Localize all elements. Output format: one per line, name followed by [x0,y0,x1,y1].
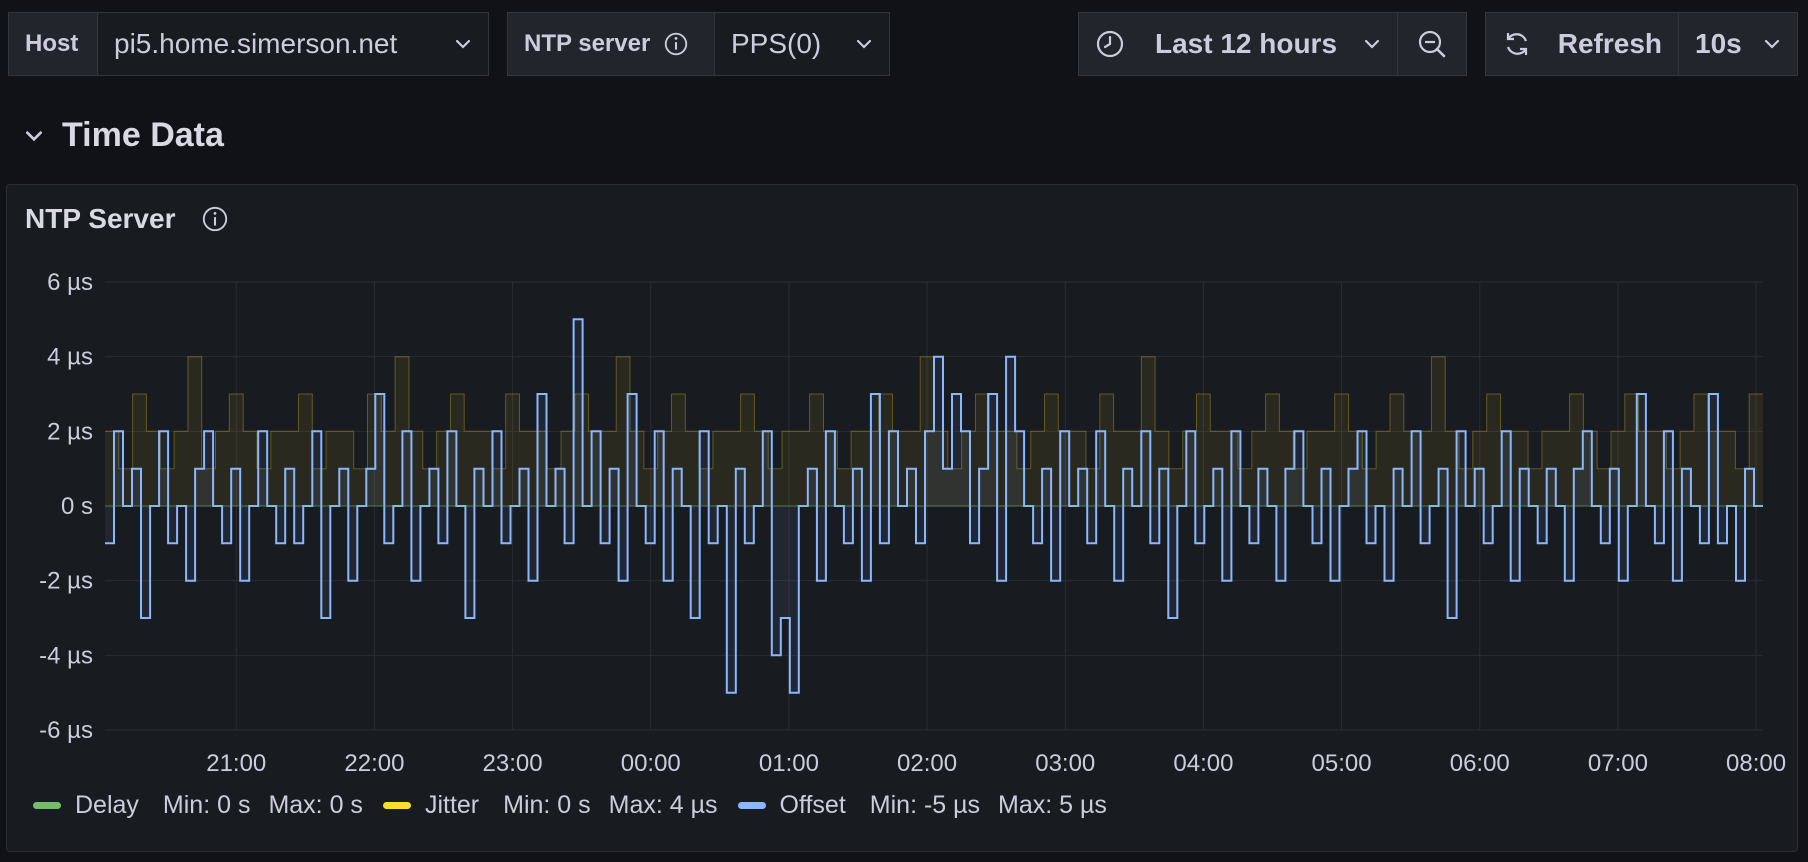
ntp-server-select[interactable]: PPS(0) [714,12,890,76]
row-header[interactable]: Time Data [24,116,224,155]
y-tick-label: -2 µs [39,568,93,595]
legend-max: Max: 0 s [268,791,363,819]
legend-swatch [382,802,411,809]
refresh-interval-value: 10s [1695,28,1742,59]
series-offset-line [105,318,1763,694]
legend-name: Delay [75,791,139,819]
x-tick-label: 04:00 [1173,750,1233,777]
x-tick-label: 08:00 [1726,750,1786,777]
legend-item-jitter[interactable]: Jitter Min: 0 s Max: 4 µs [382,791,736,820]
info-icon[interactable] [662,30,690,58]
chevron-down-icon[interactable] [24,126,44,146]
legend-max: Max: 4 µs [608,791,718,819]
x-tick-label: 05:00 [1312,750,1372,777]
refresh-label: Refresh [1557,28,1662,59]
x-tick-label: 02:00 [897,750,957,777]
legend-min: Min: -5 µs [869,791,981,819]
x-tick-label: 22:00 [344,750,404,777]
info-icon[interactable] [201,205,229,233]
x-tick-label: 07:00 [1588,750,1648,777]
x-tick-label: 01:00 [759,750,819,777]
refresh-icon [1506,33,1528,55]
legend-item-offset[interactable]: Offset Min: -5 µs Max: 5 µs [737,791,1125,820]
chevron-down-icon [1764,39,1780,49]
host-select[interactable]: pi5.home.simerson.net [97,12,489,76]
legend: Delay Min: 0 s Max: 0 s Jitter Min: 0 s … [33,791,1127,820]
host-label: Host [8,12,98,76]
ntp-server-label-text: NTP server [524,30,651,57]
ntp-server-label: NTP server [507,12,715,76]
ntp-server-panel: NTP Server 6 µs 4 µs 2 µs 0 s -2 µs -4 µs -6 µ… [6,184,1798,852]
zoom-out-icon [1418,30,1446,58]
x-tick-label: 21:00 [206,750,266,777]
panel-title-text: NTP Server [25,203,176,234]
x-tick-label: 23:00 [483,750,543,777]
refresh-interval-select[interactable]: 10s [1678,12,1798,76]
zoom-out-button[interactable] [1397,12,1467,76]
y-tick-label: -4 µs [39,642,93,669]
ntp-server-value: PPS(0) [731,28,822,59]
legend-swatch [33,802,61,809]
ntp-chart[interactable]: 6 µs 4 µs 2 µs 0 s -2 µs -4 µs -6 µs 21:00 22:00… [7,185,1797,785]
y-tick-label: -6 µs [39,717,93,744]
legend-min: Min: 0 s [162,791,251,819]
y-tick-label: 0 s [61,493,93,520]
y-tick-label: 2 µs [47,418,93,445]
time-range-value: Last 12 hours [1154,28,1338,59]
legend-name: Offset [779,791,846,819]
x-tick-label: 03:00 [1035,750,1095,777]
refresh-button[interactable]: Refresh [1485,12,1679,76]
chevron-down-icon [1364,39,1380,49]
legend-min: Min: 0 s [503,791,591,819]
legend-max: Max: 5 µs [998,791,1107,819]
x-tick-label: 06:00 [1450,750,1510,777]
chevron-down-icon [856,39,872,49]
host-label-text: Host [25,30,79,57]
legend-swatch [737,802,766,809]
legend-name: Jitter [424,791,480,819]
host-value: pi5.home.simerson.net [114,28,398,59]
x-tick-label: 00:00 [621,750,681,777]
row-title: Time Data [62,116,224,154]
y-tick-label: 6 µs [47,269,93,296]
y-tick-label: 4 µs [47,344,93,371]
panel-title: NTP Server [25,203,229,235]
time-range-picker[interactable]: Last 12 hours [1078,12,1398,76]
clock-icon [1096,30,1124,58]
legend-item-delay[interactable]: Delay Min: 0 s Max: 0 s [33,791,381,820]
chevron-down-icon [455,39,471,49]
